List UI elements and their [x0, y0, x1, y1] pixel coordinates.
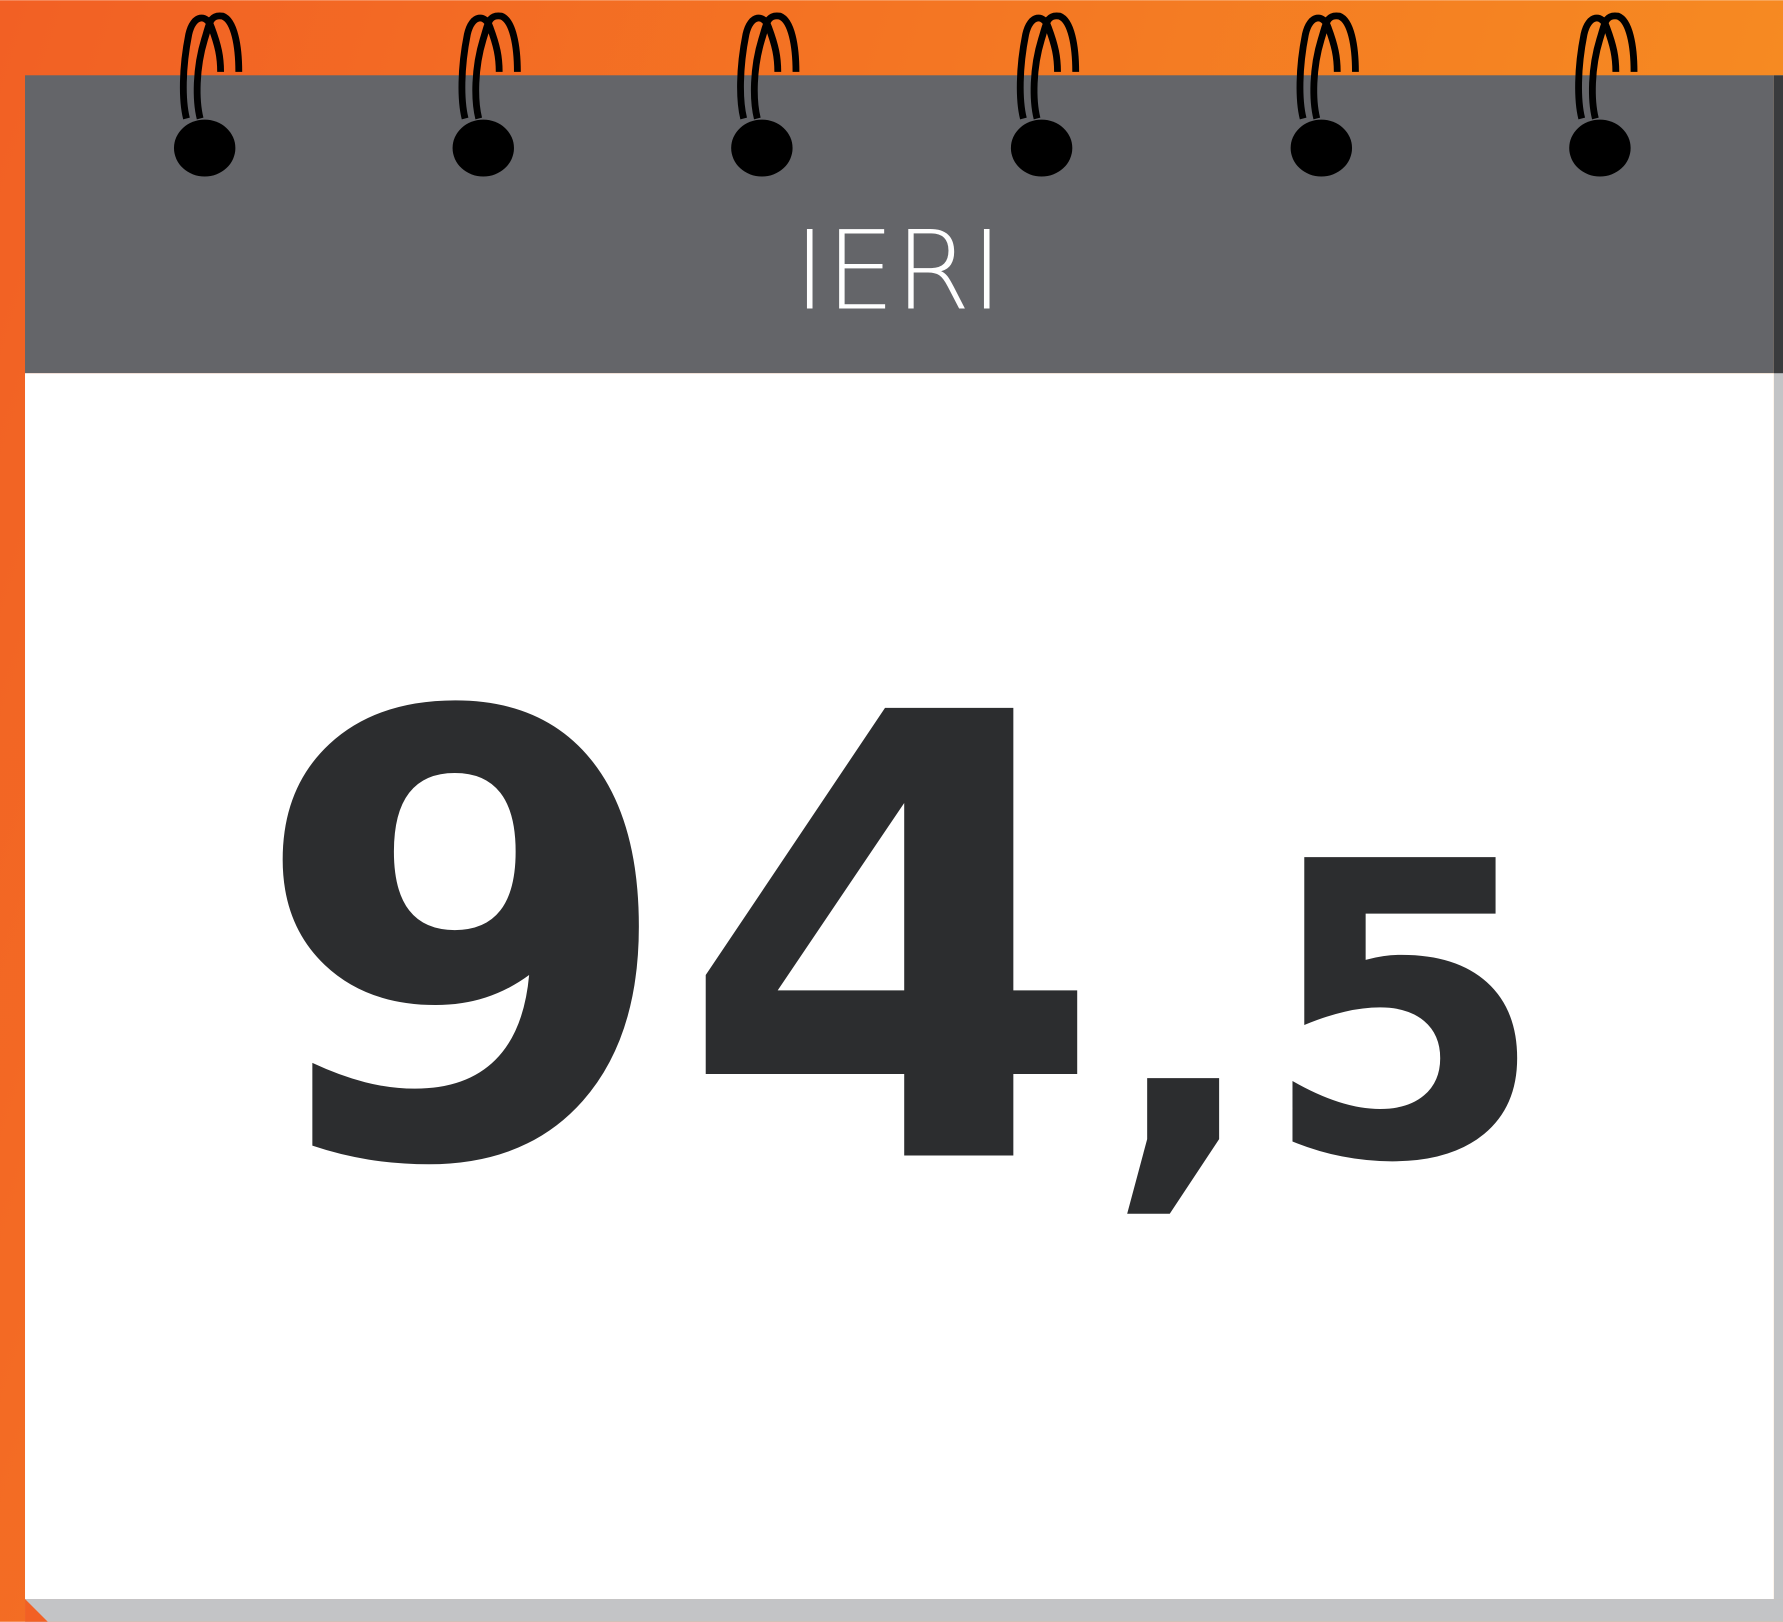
page-shadow: [25, 1599, 1783, 1622]
header-label: IERI: [794, 207, 1003, 334]
header-edge: [1773, 75, 1783, 374]
header-band: [25, 75, 1774, 374]
value-separator: ,: [1105, 776, 1261, 1253]
value-decimal: 5: [1261, 776, 1546, 1253]
page-edge: [1773, 75, 1783, 1600]
page-sheet: [25, 373, 1774, 1600]
corner: [25, 1599, 48, 1622]
value: 94,5: [251, 586, 1546, 1301]
value-integer: 94: [251, 586, 1105, 1301]
